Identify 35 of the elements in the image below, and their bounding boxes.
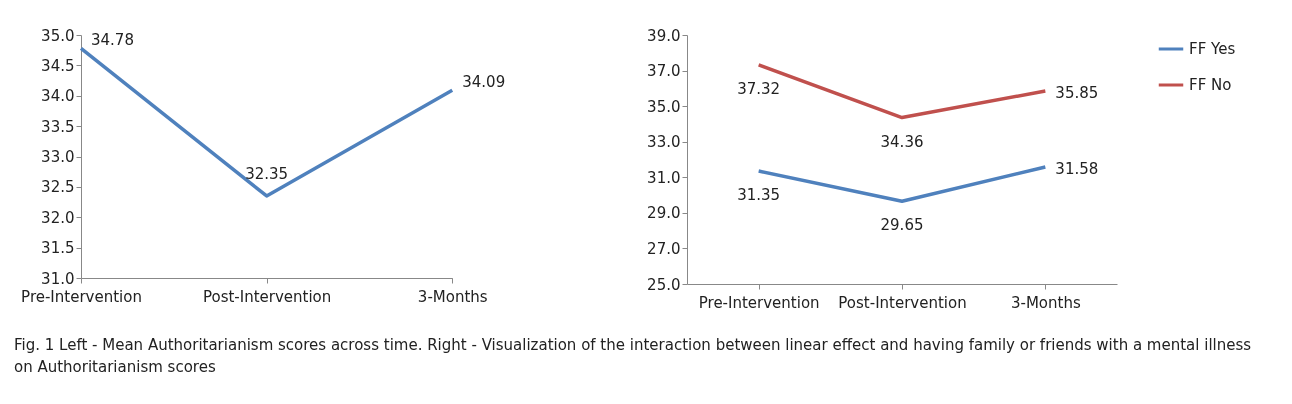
y-tick-label: 33.5 xyxy=(41,117,75,136)
y-tick-label: 25.0 xyxy=(647,275,681,294)
data-label: 31.35 xyxy=(737,186,781,205)
y-tick-label: 34.0 xyxy=(41,87,75,106)
y-tick-label: 33.0 xyxy=(41,148,75,166)
legend-label: FF Yes xyxy=(1189,40,1236,58)
y-tick-label: 31.0 xyxy=(647,168,681,187)
y-tick-label: 32.0 xyxy=(41,208,75,227)
x-tick-label: 3-Months xyxy=(417,287,488,306)
data-label: 34.78 xyxy=(91,31,134,50)
data-label: 29.65 xyxy=(880,216,924,235)
y-tick-label: 31.5 xyxy=(41,239,75,258)
y-tick-label: 31.0 xyxy=(41,269,75,288)
data-label: 35.85 xyxy=(1055,84,1099,103)
x-tick-label: Post-Intervention xyxy=(838,293,967,312)
data-label: 32.35 xyxy=(245,164,289,183)
y-tick-label: 32.5 xyxy=(41,178,75,197)
y-tick-label: 35.0 xyxy=(647,97,681,116)
y-tick-label: 29.0 xyxy=(647,204,681,223)
y-tick-label: 37.0 xyxy=(647,62,681,81)
x-tick-label: 3-Months xyxy=(1010,293,1081,312)
y-tick-label: 35.0 xyxy=(41,26,75,45)
y-tick-label: 27.0 xyxy=(647,239,681,258)
data-label: 34.09 xyxy=(462,73,506,92)
legend-label: FF No xyxy=(1189,76,1232,94)
caption: Fig. 1 Left - Mean Authoritarianism scores across time. Right - Visualization of the interaction between linear effect and having family or friends with a mental illness on Authoritarianism scores xyxy=(14,335,1253,378)
y-tick-label: 33.0 xyxy=(647,133,681,152)
y-tick-label: 34.5 xyxy=(41,56,75,75)
y-tick-label: 39.0 xyxy=(647,26,681,45)
x-tick-label: Pre-Intervention xyxy=(21,287,142,306)
data-label: 31.58 xyxy=(1055,159,1099,178)
x-tick-label: Post-Intervention xyxy=(202,287,332,306)
data-label: 34.36 xyxy=(880,132,924,151)
x-tick-label: Pre-Intervention xyxy=(698,293,820,312)
data-label: 37.32 xyxy=(737,79,781,98)
